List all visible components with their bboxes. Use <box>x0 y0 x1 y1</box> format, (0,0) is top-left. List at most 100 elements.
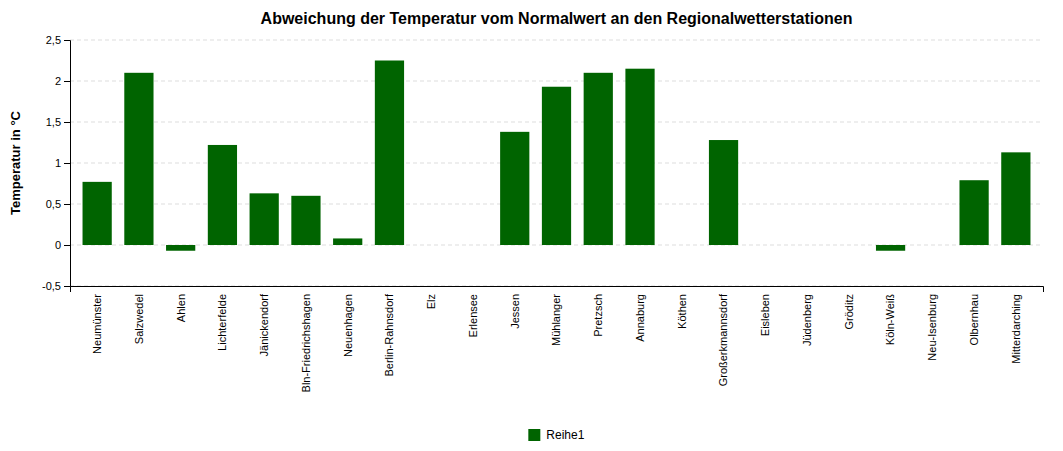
bar <box>1001 152 1030 245</box>
x-tick: Neumünster <box>91 294 103 354</box>
y-tick: 1,5 <box>46 116 70 128</box>
x-tick: Köthen <box>676 294 688 329</box>
bar <box>751 245 780 246</box>
x-tick: Neu-Isenburg <box>926 294 938 361</box>
x-tick-label: Eisleben <box>759 294 771 336</box>
y-tick-label: 0 <box>55 239 61 251</box>
legend-item: Reihe1 <box>528 428 584 442</box>
x-tick-label: Jessen <box>509 294 521 329</box>
y-tick-mark <box>64 81 70 82</box>
y-tick: -0,5 <box>42 280 70 292</box>
grid <box>70 40 1043 286</box>
bar <box>500 132 529 245</box>
x-tick-label: Olbernhau <box>968 294 980 345</box>
y-tick-mark <box>64 204 70 205</box>
bar <box>709 140 738 245</box>
x-tick-label: Elz <box>425 294 437 309</box>
x-tick: Berlin-Rahnsdorf <box>383 293 395 376</box>
y-tick: 0,5 <box>46 198 70 210</box>
x-tick-label: Neumünster <box>91 294 103 354</box>
bar <box>291 196 320 245</box>
bar <box>417 245 446 246</box>
x-tick-label: Großerkmannsdorf <box>717 293 729 386</box>
plot: -0,5 0 0,5 1 1,5 2 2,5 Neumünster Salzwedel Ahlen… <box>42 34 1043 392</box>
bar <box>250 193 279 245</box>
legend-label: Reihe1 <box>546 428 584 442</box>
x-tick: Jüdenberg <box>801 294 813 346</box>
x-tick: Gröditz <box>843 294 855 329</box>
x-tick-label: Bln-Friedrichshagen <box>300 294 312 392</box>
x-tick: Salzwedel <box>133 294 145 344</box>
y-axis-title: Temperatur in °C <box>8 110 23 215</box>
y-tick-mark <box>64 122 70 123</box>
x-tick: Bln-Friedrichshagen <box>300 294 312 392</box>
x-tick-label: Neuenhagen <box>342 294 354 357</box>
y-axis-line <box>64 41 71 287</box>
x-axis: Neumünster Salzwedel Ahlen Lichterfelde Jäni… <box>71 287 1044 393</box>
title: Abweichung der Temperatur vom Normalwert… <box>261 10 853 27</box>
y-tick-label: 2,5 <box>46 34 61 46</box>
bar <box>208 145 237 245</box>
y-axis: -0,5 0 0,5 1 1,5 2 2,5 <box>42 34 70 292</box>
bar <box>83 182 112 245</box>
x-tick: Eisleben <box>759 294 771 336</box>
x-tick-label: Köthen <box>676 294 688 329</box>
x-tick-label: Jüdenberg <box>801 294 813 346</box>
bar <box>584 73 613 245</box>
bar <box>333 238 362 245</box>
x-tick-label: Gröditz <box>843 294 855 329</box>
x-tick: Jessen <box>509 294 521 329</box>
y-tick-mark <box>64 40 70 41</box>
x-tick: Annaburg <box>634 294 646 342</box>
x-tick: Pretzsch <box>592 294 604 337</box>
x-tick: Elz <box>425 294 437 309</box>
grid-line <box>70 40 1043 41</box>
y-tick-mark <box>64 163 70 164</box>
bar <box>959 180 988 245</box>
bar <box>876 245 905 251</box>
x-tick: Lichterfelde <box>216 294 228 351</box>
x-tick: Olbernhau <box>968 294 980 345</box>
x-axis-line <box>71 287 1044 293</box>
bar <box>124 73 153 245</box>
y-tick: 2 <box>55 75 70 87</box>
x-tick-label: Neu-Isenburg <box>926 294 938 361</box>
bar <box>458 245 487 246</box>
y-tick-label: 1,5 <box>46 116 61 128</box>
bar <box>166 245 195 251</box>
x-tick: Mitterdarching <box>1010 294 1022 364</box>
x-tick-label: Annaburg <box>634 294 646 342</box>
y-tick: 0 <box>55 239 70 251</box>
x-tick: Ahlen <box>175 294 187 322</box>
x-tick-label: Köln-Weiß <box>884 294 896 345</box>
y-tick-label: 1 <box>55 157 61 169</box>
y-tick: 2,5 <box>46 34 70 46</box>
y-tick-mark <box>64 286 70 287</box>
bar <box>375 61 404 246</box>
y-tick: 1 <box>55 157 70 169</box>
bar <box>918 245 947 246</box>
x-tick-label: Ahlen <box>175 294 187 322</box>
y-tick-label: 2 <box>55 75 61 87</box>
bar <box>792 245 821 246</box>
bar <box>834 245 863 246</box>
y-tick-mark <box>64 245 70 246</box>
x-tick: Neuenhagen <box>342 294 354 357</box>
y-tick-label: -0,5 <box>42 280 61 292</box>
x-tick-label: Jänickendorf <box>258 293 270 356</box>
grid-line <box>70 81 1043 82</box>
x-tick: Jänickendorf <box>258 293 270 356</box>
x-tick: Köln-Weiß <box>884 294 896 345</box>
x-tick-label: Mitterdarching <box>1010 294 1022 364</box>
x-tick-label: Berlin-Rahnsdorf <box>383 293 395 376</box>
x-tick-label: Lichterfelde <box>216 294 228 351</box>
x-tick-label: Mühlanger <box>550 294 562 346</box>
chart: -0,5 0 0,5 1 1,5 2 2,5 Neumünster Salzwedel Ahlen… <box>0 0 1063 451</box>
x-tick-label: Pretzsch <box>592 294 604 337</box>
bar <box>542 87 571 245</box>
x-tick-label: Erlensee <box>467 294 479 337</box>
bar <box>667 245 696 246</box>
x-tick-label: Salzwedel <box>133 294 145 344</box>
legend-swatch <box>528 429 540 441</box>
y-tick-label: 0,5 <box>46 198 61 210</box>
